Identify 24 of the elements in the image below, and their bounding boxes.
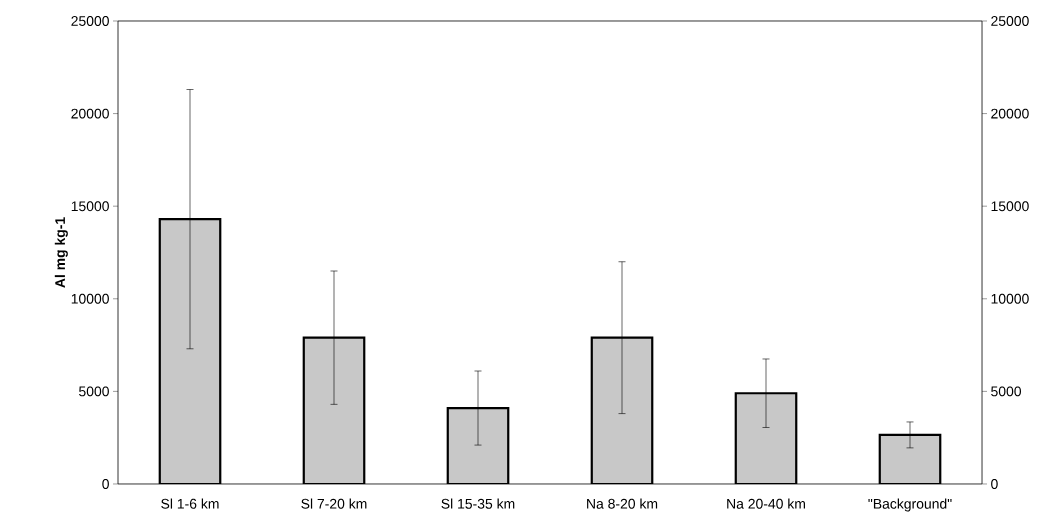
- x-tick-label: Sl 7-20 km: [301, 498, 367, 509]
- y2-tick-label: 25000: [991, 16, 1029, 26]
- y2-tick-label: 15000: [991, 201, 1029, 212]
- bar: [158, 218, 222, 484]
- y2-tick-label: 0: [991, 479, 998, 489]
- x-tick-label: Sl 1-6 km: [161, 498, 219, 509]
- x-tick-label: Sl 15-35 km: [441, 498, 515, 509]
- y-tick-label: 20000: [71, 108, 109, 119]
- y2-tick-label: 10000: [991, 293, 1029, 304]
- bar: [734, 392, 798, 484]
- y-tick-label: 25000: [71, 16, 109, 26]
- x-tick-label: "Background": [868, 498, 952, 512]
- x-tick-label: Na 8-20 km: [587, 498, 658, 509]
- y2-tick-label: 5000: [991, 386, 1022, 397]
- y-tick-label: 5000: [79, 386, 109, 397]
- bar: [446, 406, 510, 484]
- y-tick-label: 15000: [71, 201, 109, 212]
- y2-tick-label: 20000: [991, 108, 1029, 119]
- y-tick-label: 10000: [71, 293, 109, 304]
- x-tick-label: Na 20-40 km: [727, 498, 805, 509]
- bar: [878, 433, 942, 484]
- bar: [302, 336, 366, 484]
- y-tick-label: 0: [102, 479, 109, 489]
- y-axis-title: Al mg kg-1: [54, 217, 68, 288]
